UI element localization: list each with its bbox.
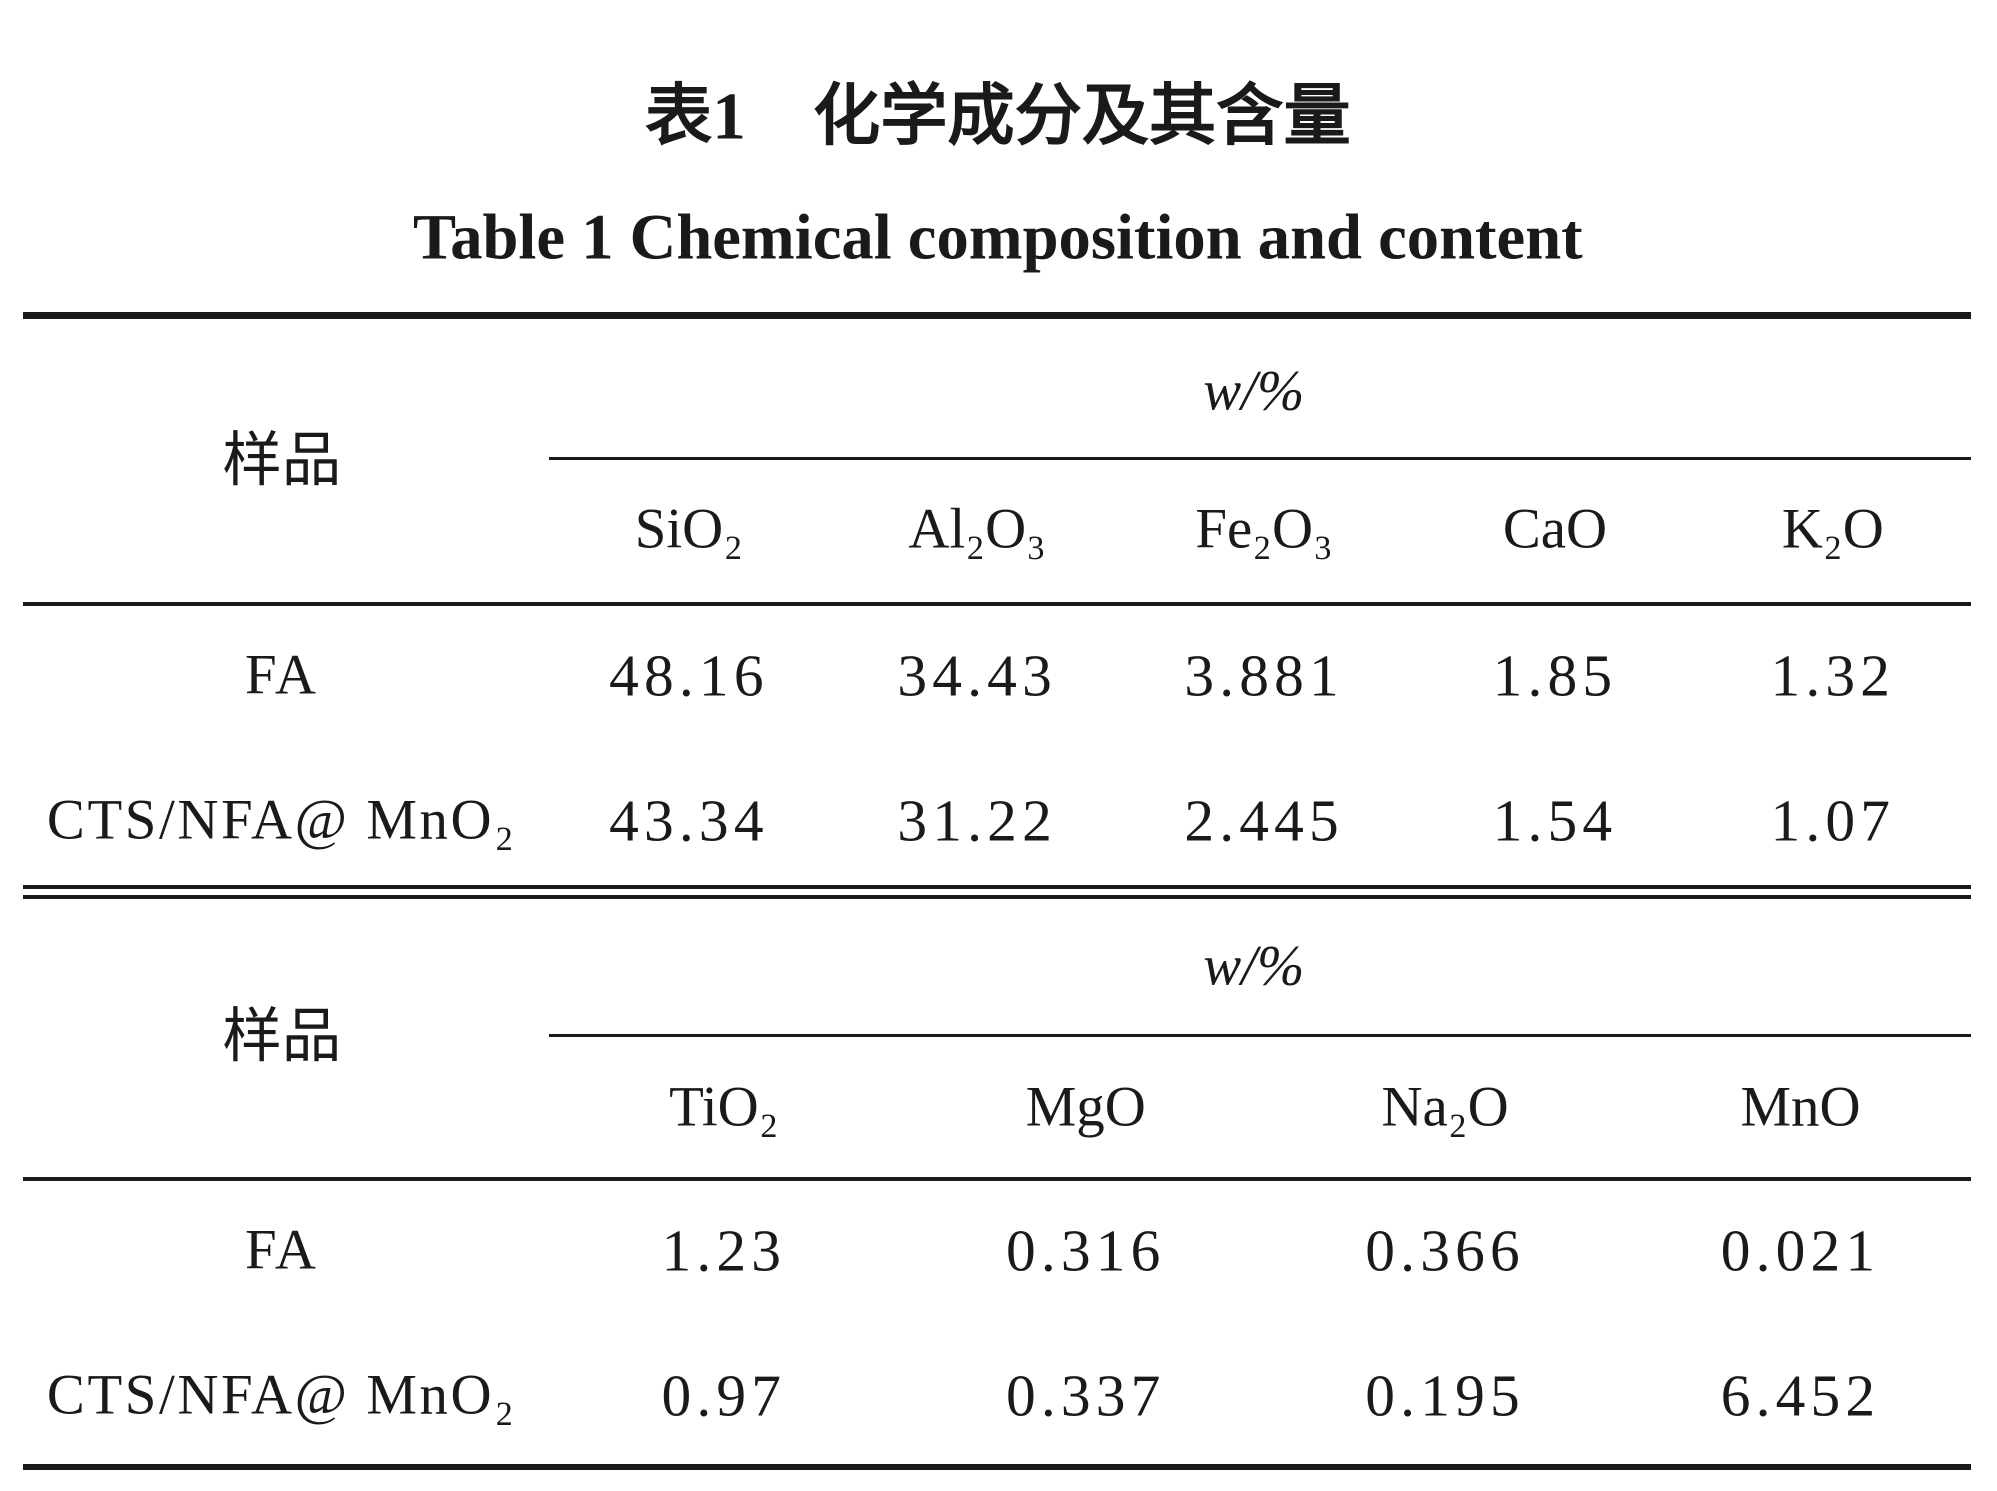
sample-header: 样品 bbox=[222, 1003, 342, 1070]
sample-header: 样品 bbox=[222, 427, 342, 494]
header-rule bbox=[549, 457, 1972, 461]
top-rule bbox=[23, 312, 1972, 319]
cell-value: 0.337 bbox=[1005, 1362, 1166, 1429]
bottom-rule bbox=[23, 1463, 1972, 1471]
column-header: Na₂O bbox=[1381, 1075, 1509, 1139]
column-header: CaO bbox=[1502, 497, 1608, 561]
cell-value: 1.32 bbox=[1770, 642, 1896, 709]
title-chinese: 表1 化学成分及其含量 bbox=[645, 78, 1351, 154]
column-header: SiO₂ bbox=[634, 497, 744, 561]
cell-value: 3.881 bbox=[1184, 642, 1344, 709]
cell-value: 6.452 bbox=[1720, 1362, 1881, 1429]
column-header: MgO bbox=[1025, 1075, 1146, 1139]
cell-value: 0.316 bbox=[1005, 1217, 1166, 1284]
column-header: TiO₂ bbox=[669, 1075, 779, 1139]
cell-value: 1.54 bbox=[1492, 787, 1618, 854]
column-header: Fe₂O₃ bbox=[1195, 497, 1333, 561]
cell-value: 0.366 bbox=[1365, 1217, 1525, 1284]
cell-value: 0.021 bbox=[1720, 1217, 1881, 1284]
header-bottom-rule bbox=[23, 601, 1972, 606]
sample-name: FA bbox=[244, 1218, 319, 1282]
cell-value: 43.34 bbox=[609, 787, 769, 854]
cell-value: 48.16 bbox=[609, 642, 769, 709]
header-bottom-rule bbox=[23, 1176, 1972, 1181]
cell-value: 0.97 bbox=[661, 1362, 787, 1429]
header-rule bbox=[549, 1033, 1972, 1037]
sample-name: CTS/NFA@ MnO₂ bbox=[46, 1363, 517, 1427]
column-header: K₂O bbox=[1781, 497, 1884, 561]
column-header: MnO bbox=[1740, 1075, 1861, 1139]
cell-value: 1.07 bbox=[1770, 787, 1896, 854]
column-header: Al₂O₃ bbox=[908, 497, 1046, 561]
unit-header: w/% bbox=[1203, 359, 1305, 423]
unit-header: w/% bbox=[1203, 934, 1305, 998]
cell-value: 2.445 bbox=[1184, 787, 1344, 854]
sample-name: FA bbox=[244, 643, 319, 707]
sample-name: CTS/NFA@ MnO₂ bbox=[46, 788, 517, 852]
cell-value: 31.22 bbox=[897, 787, 1057, 854]
cell-value: 34.43 bbox=[897, 642, 1057, 709]
cell-value: 1.85 bbox=[1492, 642, 1618, 709]
double-rule bbox=[23, 895, 1972, 899]
title-english: Table 1 Chemical composition and content bbox=[413, 200, 1583, 273]
double-rule bbox=[23, 884, 1972, 889]
cell-value: 1.23 bbox=[661, 1217, 787, 1284]
cell-value: 0.195 bbox=[1365, 1362, 1525, 1429]
